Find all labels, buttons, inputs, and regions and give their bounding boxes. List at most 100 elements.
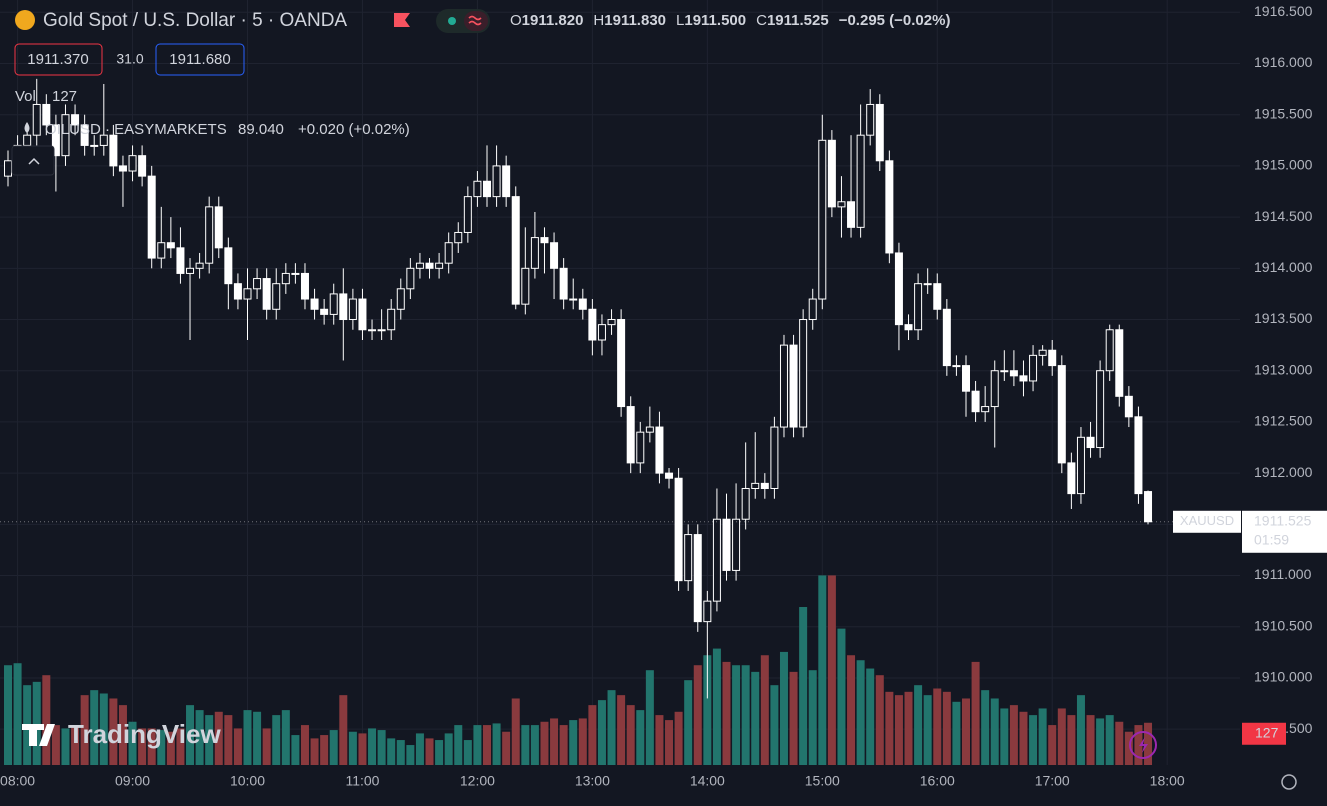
symbol-title[interactable]: Gold Spot / U.S. Dollar · 5 · OANDA: [43, 10, 347, 31]
volume-bar: [760, 655, 769, 765]
candle-body: [1134, 416, 1143, 495]
candle-body: [569, 298, 578, 301]
settings-button[interactable]: [1281, 774, 1297, 790]
candle-body: [1115, 329, 1124, 397]
volume-bar: [32, 681, 41, 765]
candle-body: [291, 272, 300, 275]
ask-box[interactable]: [155, 43, 245, 76]
indicator-name[interactable]: OILUSD · EASYMARKETS: [45, 121, 227, 138]
volume-bar: [511, 698, 520, 765]
volume-bar: [914, 685, 923, 765]
lightning-button[interactable]: [1129, 731, 1157, 759]
candle-body: [463, 196, 472, 233]
volume-bar: [703, 655, 712, 765]
volume-bar: [923, 695, 932, 765]
volume-bar: [655, 715, 664, 765]
candle-body: [281, 272, 290, 285]
price-tag-countdown: 01:59: [1254, 531, 1289, 547]
volume-bar: [607, 690, 616, 765]
volume-bar: [377, 730, 386, 765]
collapse-icon: [28, 157, 40, 165]
volume-bar: [588, 705, 597, 765]
volume-bar: [962, 698, 970, 765]
volume-bar: [981, 690, 990, 765]
candle-body: [435, 262, 444, 269]
candle-body: [310, 298, 319, 310]
volume-bar: [166, 731, 175, 765]
flag-icon[interactable]: [394, 13, 410, 27]
volume-bar: [894, 695, 903, 765]
volume-bar: [425, 738, 434, 765]
volume-bar: [118, 705, 127, 765]
volume-bar: [799, 607, 808, 765]
y-tick-label: 1914.000: [1254, 259, 1313, 275]
candle-body: [90, 144, 99, 147]
volume-bar: [530, 725, 539, 765]
volume-bar: [339, 695, 348, 765]
volume-bar: [195, 710, 204, 765]
volume-bar: [138, 728, 147, 765]
x-tick-label: 17:00: [1035, 773, 1070, 789]
candle-body: [61, 114, 70, 157]
candle-body: [42, 103, 51, 126]
candle-body: [837, 201, 846, 208]
ohlc-value: 1911.830: [604, 12, 666, 29]
volume-bar: [109, 698, 118, 765]
volume-bar: [262, 728, 271, 765]
candle-body: [320, 308, 329, 315]
volume-bar: [866, 668, 875, 765]
volume-bar: [1076, 695, 1085, 765]
volume-bar: [157, 730, 166, 765]
candle-body: [732, 518, 741, 571]
candle-body: [23, 134, 32, 146]
candle-body: [990, 370, 999, 408]
x-tick-label: 12:00: [460, 773, 495, 789]
volume-bar: [368, 728, 377, 765]
candle-body: [1029, 354, 1038, 382]
candle-body: [1076, 436, 1085, 495]
ohlc-key: H: [593, 12, 604, 29]
candle-body: [914, 283, 923, 331]
candle-body: [1067, 462, 1076, 495]
volume-bar: [348, 731, 357, 765]
candle-body: [1019, 375, 1028, 382]
volume-bar: [483, 725, 491, 765]
candle-body: [99, 134, 108, 146]
y-tick-label: 1916.500: [1254, 3, 1313, 19]
bid-box[interactable]: [14, 43, 103, 76]
volume-bar: [473, 725, 482, 765]
data-icon: [468, 15, 482, 26]
volume-bar: [61, 728, 70, 765]
logo-text[interactable]: TradingView: [68, 719, 221, 749]
bid-price: 1911.370: [27, 51, 88, 68]
candle-body: [186, 267, 195, 274]
volume-bar: [1096, 718, 1105, 765]
candle-body: [176, 247, 185, 274]
indicator-price: 89.040: [238, 121, 284, 138]
candle-body: [71, 114, 80, 126]
volume-bar: [693, 665, 702, 765]
volume-bar: [770, 685, 779, 765]
volume-bar: [569, 720, 578, 765]
candle-body: [521, 267, 530, 305]
candle-body: [128, 155, 137, 172]
volume-bar: [550, 718, 559, 765]
volume-bar: [329, 730, 338, 765]
volume-bar: [521, 725, 530, 765]
candle-body: [712, 518, 721, 602]
volume-bar: [186, 705, 195, 765]
volume-value: 127: [52, 88, 77, 105]
volume-bar: [847, 655, 856, 765]
candle-body: [770, 426, 779, 489]
volume-bar: [1019, 711, 1028, 765]
volume-label: Vol: [15, 88, 36, 105]
ohlc-key: O: [510, 12, 522, 29]
candle-body: [588, 308, 597, 341]
ohlc-key: L: [676, 12, 684, 29]
candle-body: [109, 134, 118, 167]
axes: 1909.5001910.0001910.5001911.0001911.500…: [0, 3, 1313, 789]
volume-bar: [300, 725, 309, 765]
volume-bar: [444, 733, 453, 765]
x-tick-label: 18:00: [1150, 773, 1185, 789]
volume-bar: [396, 740, 405, 765]
